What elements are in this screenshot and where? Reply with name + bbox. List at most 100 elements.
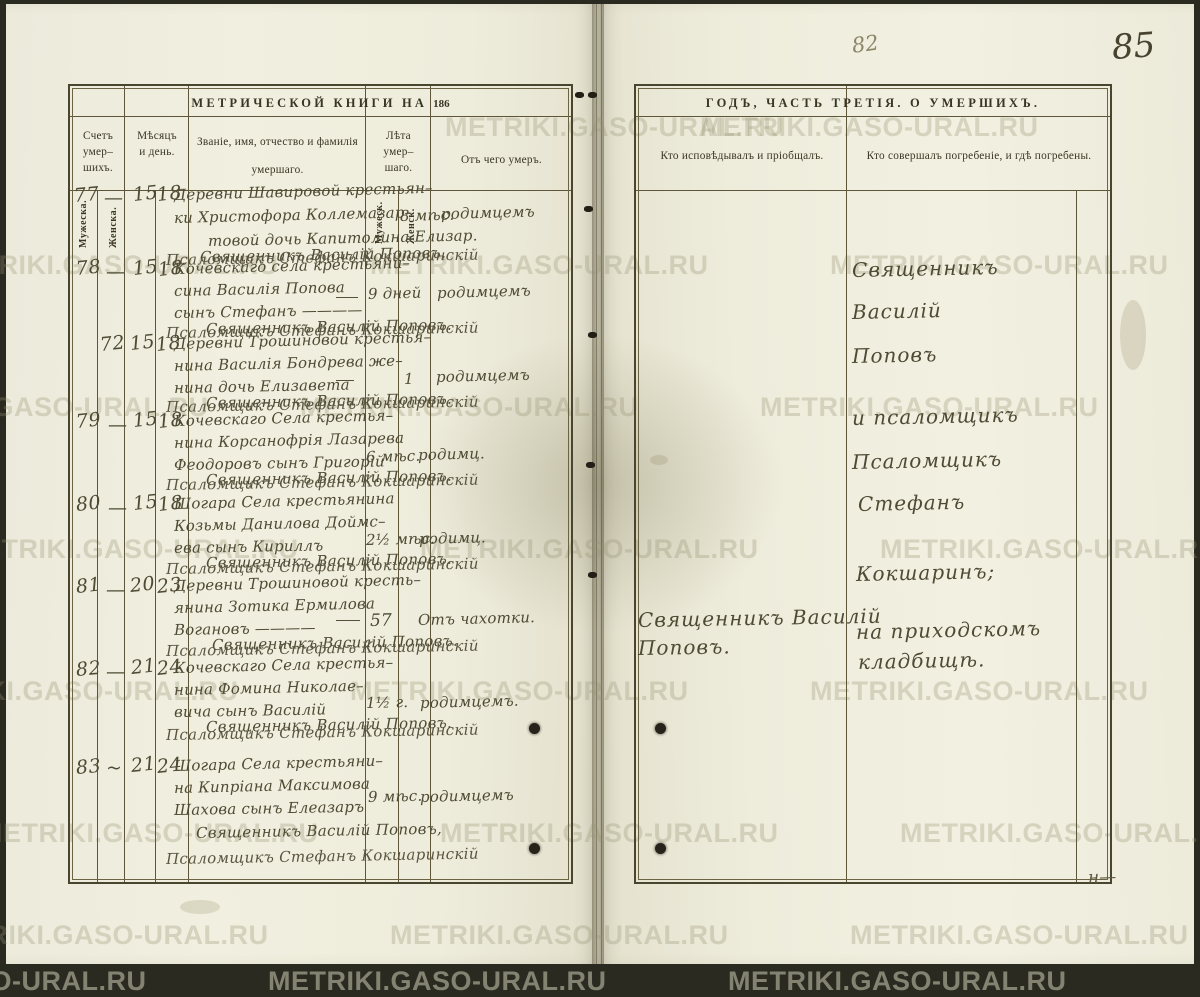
cell-dash (336, 297, 358, 298)
age-male-value: 9 дней (367, 283, 422, 303)
count-hdr-l1: Счетъ (82, 130, 114, 142)
table-rule (97, 190, 98, 882)
row-number-male: 82 (75, 656, 103, 681)
age-hdr-l3: шаго. (384, 162, 413, 175)
burial-line: Поповъ (851, 342, 938, 368)
row-number-male: 83 (75, 754, 103, 779)
punch-hole (529, 723, 540, 734)
burial-line: на приходскомъ (855, 616, 1042, 644)
right-page-leaf (598, 4, 1194, 964)
table-rule (155, 190, 156, 882)
left-page-table: МЕТРИЧЕСКОЙ КНИГИ НА 186 Счетъ умер– шихъ… (68, 84, 573, 884)
cause-value: родимцемъ (440, 202, 536, 223)
row-number-male: 77 (73, 182, 101, 207)
cause-value: Отъ чахотки. (417, 608, 536, 629)
top-center-pencil-mark: 82 (850, 30, 881, 58)
binding-thread-mark (586, 462, 595, 468)
cell-dash (336, 620, 360, 621)
folio-number: 85 (1110, 25, 1157, 68)
right-page-table: ГОДЪ, ЧАСТЬ ТРЕТІЯ. О УМЕРШИХЪ. Кто испо… (634, 84, 1112, 884)
entry-line: Шахова сынъ Елеазаръ (173, 797, 365, 819)
binding-thread-mark (588, 572, 597, 578)
book-gutter (592, 4, 604, 964)
row-number-male: 72 (98, 331, 127, 356)
table-rule (636, 190, 1110, 191)
left-title-text: МЕТРИЧЕСКОЙ КНИГИ НА (191, 96, 428, 110)
burial-line: кладбищѣ. (857, 647, 986, 674)
date-hdr-l1: Мѣсяцъ (137, 130, 177, 142)
paper-blemish (650, 455, 668, 465)
table-rule (188, 86, 189, 882)
age-hdr-l1: Лѣта (386, 130, 411, 142)
name-hdr-l1: Званіе, имя, отчество и фамилія (197, 136, 358, 148)
column-header-age: Лѣта умер– шаго. (367, 128, 430, 176)
punch-hole (655, 723, 666, 734)
row-number-female: — (106, 261, 126, 283)
burial-line: Василiй (851, 298, 942, 324)
table-rule (70, 116, 571, 117)
date-hdr-l2: и день. (139, 146, 175, 159)
row-month: 20 (128, 572, 157, 597)
row-number-female: — (106, 661, 126, 683)
table-rule (124, 86, 125, 882)
row-number-male: 80 (74, 491, 103, 516)
table-rule (846, 86, 847, 882)
row-number-female: — (108, 497, 128, 519)
table-rule (430, 86, 431, 882)
confessor-line: Поповъ. (637, 634, 731, 660)
binding-thread-mark (575, 92, 584, 98)
age-male-value: 1½ г. (365, 692, 409, 712)
column-header-count: Счетъ умер– шихъ. (72, 128, 124, 176)
row-month: 21 (129, 654, 158, 679)
burial-line: Стефанъ (857, 489, 966, 516)
table-rule (70, 190, 571, 191)
burial-line: Священникъ (851, 254, 999, 282)
confessor-line: Священникъ Василiй (637, 603, 882, 632)
left-page-title: МЕТРИЧЕСКОЙ КНИГИ НА 186 (70, 95, 571, 113)
burial-line: Псаломщикъ (851, 446, 1003, 474)
left-title-year: 186 (433, 98, 450, 110)
left-page-leaf (6, 4, 598, 964)
name-hdr-l2: умершаго. (251, 164, 304, 177)
paper-blemish (1120, 300, 1146, 370)
burial-line: и псаломщикъ (851, 402, 1019, 430)
row-number-male: 79 (74, 408, 103, 433)
cause-value: родимц. (418, 528, 487, 548)
bottom-right-mark: н— (1087, 867, 1117, 888)
punch-hole (655, 843, 666, 854)
age-hdr-l2: умер– (383, 146, 414, 159)
row-number-female: — (104, 187, 124, 209)
count-hdr-l3: шихъ. (83, 162, 113, 175)
column-header-name: Званіе, имя, отчество и фамилія умершаго… (190, 134, 365, 178)
age-female-value: 1 (403, 369, 414, 388)
column-header-date: Мѣсяцъ и день. (126, 128, 188, 160)
age-male-value: 57 (369, 610, 393, 631)
column-header-cause: Отъ чего умеръ. (432, 152, 571, 168)
binding-thread-mark (584, 206, 593, 212)
cause-value: родимцемъ (435, 365, 531, 386)
row-number-female: — (106, 579, 126, 601)
count-hdr-l2: умер– (82, 146, 114, 159)
cell-dash (336, 380, 354, 381)
row-month: 15 (128, 330, 157, 355)
age-male-value: 9 мѣс. (367, 786, 423, 806)
age-male-value: 6 мѣс. (365, 446, 421, 466)
row-number-female: ~ (106, 757, 123, 779)
table-rule (1076, 190, 1077, 882)
table-rule (365, 86, 366, 882)
punch-hole (529, 843, 540, 854)
cause-value: родимц. (417, 444, 486, 464)
paper-blemish (180, 900, 220, 914)
row-month: 15 (131, 407, 160, 432)
cause-value: родимцемъ (436, 281, 532, 302)
row-month: 15 (131, 255, 160, 280)
column-header-confessor: Кто исповѣдывалъ и пріобщалъ. (660, 150, 824, 162)
row-month: 21 (129, 752, 158, 777)
binding-thread-mark (588, 92, 597, 98)
cause-value: родимцемъ (419, 785, 515, 806)
cause-value: родимцемъ. (419, 691, 519, 712)
row-month: 15 (131, 490, 160, 515)
scanner-bed-band (0, 964, 1200, 997)
cause-hdr-l1: Отъ чего умеръ. (460, 154, 542, 166)
